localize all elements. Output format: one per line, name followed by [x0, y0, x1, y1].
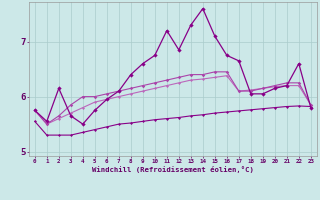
X-axis label: Windchill (Refroidissement éolien,°C): Windchill (Refroidissement éolien,°C): [92, 166, 254, 173]
